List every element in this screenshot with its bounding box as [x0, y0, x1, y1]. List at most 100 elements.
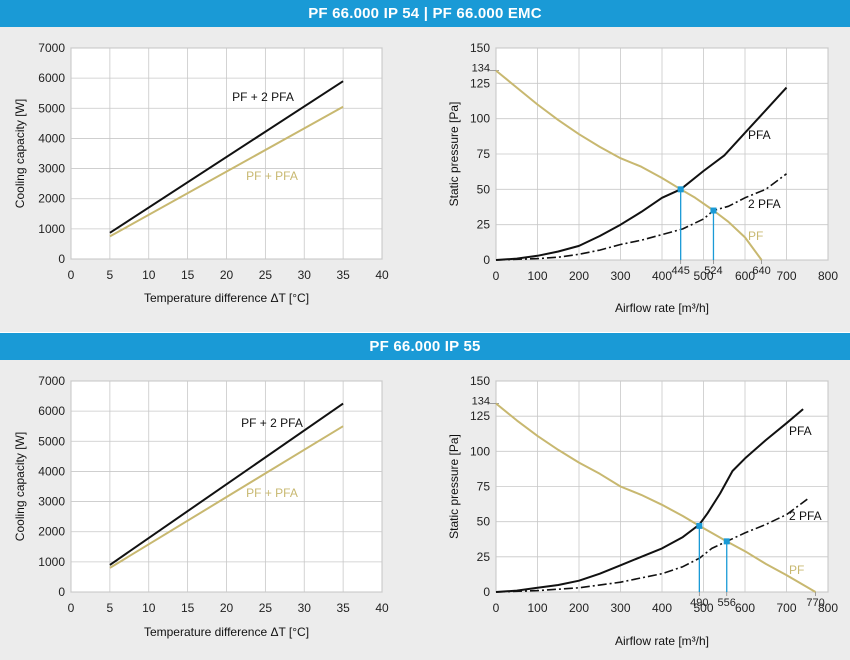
extra-y-tick-label: 134 [472, 63, 490, 75]
y-tick-label: 150 [470, 374, 490, 388]
series-line [495, 173, 787, 261]
extra-x-tick-label: 770 [806, 597, 824, 609]
section-header-ip54: PF 66.000 IP 54 | PF 66.000 EMC [0, 0, 850, 27]
section-title: PF 66.000 IP 55 [369, 338, 481, 355]
operating-point-marker [710, 207, 717, 214]
y-tick-label: 0 [483, 585, 490, 599]
x-tick-label: 0 [493, 269, 500, 283]
x-tick-label: 200 [569, 269, 589, 283]
y-tick-label: 25 [477, 550, 491, 564]
x-tick-label: 20 [220, 268, 234, 282]
x-tick-label: 5 [107, 601, 114, 615]
series-label: PF + PFA [246, 486, 298, 500]
y-tick-label: 1000 [38, 555, 65, 569]
x-tick-label: 15 [181, 268, 195, 282]
y-tick-label: 125 [470, 409, 490, 423]
series-label: 2 PFA [748, 197, 781, 211]
y-axis-label: Static pressure [Pa] [447, 102, 461, 207]
series-label: PF + 2 PFA [241, 416, 303, 430]
y-tick-label: 5000 [38, 434, 65, 448]
y-tick-label: 150 [470, 41, 490, 55]
series-line [495, 498, 808, 593]
y-tick-label: 5000 [38, 101, 65, 115]
series-label: PFA [789, 424, 812, 438]
y-tick-label: 0 [58, 252, 65, 266]
y-tick-label: 100 [470, 444, 490, 458]
y-axis-label: Cooling capacity [W] [13, 99, 27, 208]
x-tick-label: 30 [298, 601, 312, 615]
x-tick-label: 400 [652, 601, 672, 615]
y-tick-label: 50 [477, 515, 491, 529]
y-tick-label: 75 [477, 480, 491, 494]
x-tick-label: 35 [336, 268, 350, 282]
y-tick-label: 3000 [38, 495, 65, 509]
y-tick-label: 0 [58, 585, 65, 599]
y-tick-label: 1000 [38, 222, 65, 236]
x-tick-label: 700 [776, 601, 796, 615]
x-tick-label: 15 [181, 601, 195, 615]
series-label: PF [789, 563, 804, 577]
x-axis-label: Temperature difference ΔT [°C] [144, 625, 309, 639]
x-tick-label: 500 [693, 269, 713, 283]
y-tick-label: 50 [477, 182, 491, 196]
series-line [495, 69, 763, 261]
y-tick-label: 100 [470, 112, 490, 126]
x-tick-label: 200 [569, 601, 589, 615]
x-tick-label: 700 [776, 269, 796, 283]
x-tick-label: 20 [220, 601, 234, 615]
y-tick-label: 25 [477, 218, 491, 232]
x-tick-label: 25 [259, 601, 273, 615]
y-tick-label: 3000 [38, 162, 65, 176]
x-tick-label: 300 [610, 269, 630, 283]
series-line [495, 86, 788, 261]
series-line [495, 402, 817, 593]
x-tick-label: 300 [610, 601, 630, 615]
y-tick-label: 7000 [38, 374, 65, 388]
x-tick-label: 100 [527, 269, 547, 283]
y-tick-label: 7000 [38, 41, 65, 55]
extra-x-tick-label: 490 [690, 597, 708, 609]
x-tick-label: 10 [142, 268, 156, 282]
x-tick-label: 10 [142, 601, 156, 615]
operating-point-marker [723, 538, 730, 545]
x-tick-label: 35 [336, 601, 350, 615]
y-axis-label: Cooling capacity [W] [13, 432, 27, 541]
series-label: 2 PFA [789, 509, 822, 523]
x-tick-label: 30 [298, 268, 312, 282]
y-tick-label: 4000 [38, 131, 65, 145]
section-header-ip55: PF 66.000 IP 55 [0, 333, 850, 360]
y-tick-label: 2000 [38, 525, 65, 539]
y-tick-label: 75 [477, 147, 491, 161]
extra-x-tick-label: 556 [718, 597, 736, 609]
extra-x-tick-label: 640 [752, 265, 770, 277]
operating-point-marker [677, 186, 684, 193]
series-line [109, 425, 344, 569]
extra-x-tick-label: 445 [671, 265, 689, 277]
x-tick-label: 40 [375, 601, 389, 615]
y-tick-label: 125 [470, 76, 490, 90]
y-tick-label: 6000 [38, 71, 65, 85]
y-tick-label: 6000 [38, 404, 65, 418]
series-line [495, 408, 804, 593]
y-tick-label: 2000 [38, 192, 65, 206]
y-tick-label: 0 [483, 253, 490, 267]
x-tick-label: 100 [527, 601, 547, 615]
series-label: PF + 2 PFA [232, 90, 294, 104]
series-label: PF + PFA [246, 169, 298, 183]
series-label: PFA [748, 128, 771, 142]
x-tick-label: 400 [652, 269, 672, 283]
x-tick-label: 40 [375, 268, 389, 282]
x-tick-label: 25 [259, 268, 273, 282]
y-axis-label: Static pressure [Pa] [447, 434, 461, 539]
x-tick-label: 0 [493, 601, 500, 615]
extra-y-tick-label: 134 [472, 396, 490, 408]
section-title: PF 66.000 IP 54 | PF 66.000 EMC [308, 5, 542, 22]
series-label: PF [748, 229, 763, 243]
series-line [109, 105, 344, 238]
x-tick-label: 800 [818, 269, 838, 283]
x-tick-label: 0 [68, 268, 75, 282]
